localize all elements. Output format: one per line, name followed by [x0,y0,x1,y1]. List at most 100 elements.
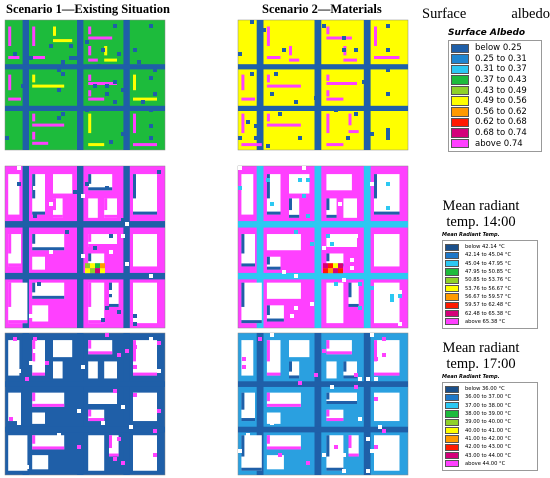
map-cell [13,337,17,341]
legend-swatch [445,276,459,284]
map-patch [32,446,65,450]
map-patch [343,58,357,62]
legend-label: 41.00 to 42.00 °C [465,435,512,442]
legend-item: 43.00 to 44.00 °C [445,451,535,460]
map-patch [133,211,157,215]
map-cell [386,92,390,96]
map-building [8,282,28,324]
map-cell [338,202,342,206]
map-cell [13,202,17,206]
map-cell [370,182,374,186]
map-cell [97,345,101,349]
map-building [88,409,105,422]
map-patch [326,113,330,134]
map-patch [8,74,12,91]
map-cell [101,421,105,425]
map-cell [41,238,45,242]
map-patch [266,305,270,316]
map-cell [298,136,302,140]
map-building [266,305,284,322]
map-patch [109,435,112,449]
map-patch [88,82,117,85]
map-building [266,340,281,376]
column-title: Scenario 2—Materials [262,2,382,16]
map-patch [326,340,330,349]
map-building [32,340,45,376]
legend-label: 0.56 to 0.62 [475,106,527,117]
legend-swatch [445,268,459,276]
map-cell [125,349,129,353]
map-cell [33,349,37,353]
map-cell [81,365,85,369]
map-cell [37,413,41,417]
map-patch [266,113,270,122]
map-street [77,333,84,475]
map-building [88,282,105,324]
map-building [241,234,255,267]
map-cell [258,108,262,112]
map-building [133,174,157,215]
map-cell [370,132,374,136]
map-building [374,234,400,267]
map-patch [32,372,45,376]
map-cell [386,68,390,72]
map-patch [266,174,270,199]
map-cell [290,314,294,318]
map-patch [326,97,344,101]
map-building [241,340,254,376]
map-patch [8,97,21,101]
map-cell [342,453,346,457]
map-cell [366,52,370,56]
map-patch [326,26,330,35]
legend-swatch [451,43,469,54]
map-cell [109,250,113,254]
map-hotspot [95,263,100,269]
map-cell [386,182,390,186]
map-cell [350,258,354,262]
legend-swatch [445,443,459,451]
map-cell [238,449,242,453]
map-cell [85,40,89,44]
map-cell [302,194,306,198]
map-cell [105,92,109,96]
legend-swatch [445,243,459,251]
map-patch [32,403,65,407]
legend-swatch [445,309,459,318]
legend-items: below 36.00 °C 36.00 to 37.00 °C 37.00 to … [442,382,538,471]
map-building [133,234,157,267]
map-patch [32,56,45,59]
map-street [5,426,165,433]
map-building [326,174,352,191]
map-building [109,435,119,457]
map-cell [37,282,41,286]
map-panel [237,19,409,151]
map-street [5,272,165,280]
map-cell [382,337,386,341]
map-patch [32,123,65,127]
map-building [289,340,310,358]
map-patch [289,46,292,56]
map-patch [109,303,119,307]
map-patch [326,392,330,400]
legend-item: 0.56 to 0.62 [451,107,539,118]
map-cell [113,24,117,28]
legend-swatch [445,284,459,293]
map-patch [32,131,36,140]
legend-item: below 42.14 °C [445,243,535,251]
map-cell [133,393,137,397]
legend-label: 47.95 to 50.85 °C [465,269,512,276]
map-cell [61,60,65,64]
map-cell [45,361,49,365]
map-patch [326,82,357,85]
map-patch [8,320,28,324]
map-patch [8,56,20,59]
map-cell [121,461,125,465]
map-patch [348,453,359,457]
legend-swatch [445,435,459,443]
map-cell [322,349,326,353]
map-patch [53,26,56,36]
legend-label: 42.14 to 45.04 °C [465,252,512,259]
map-cell [342,48,346,52]
map-cell [270,421,274,425]
map-patch [266,266,281,270]
